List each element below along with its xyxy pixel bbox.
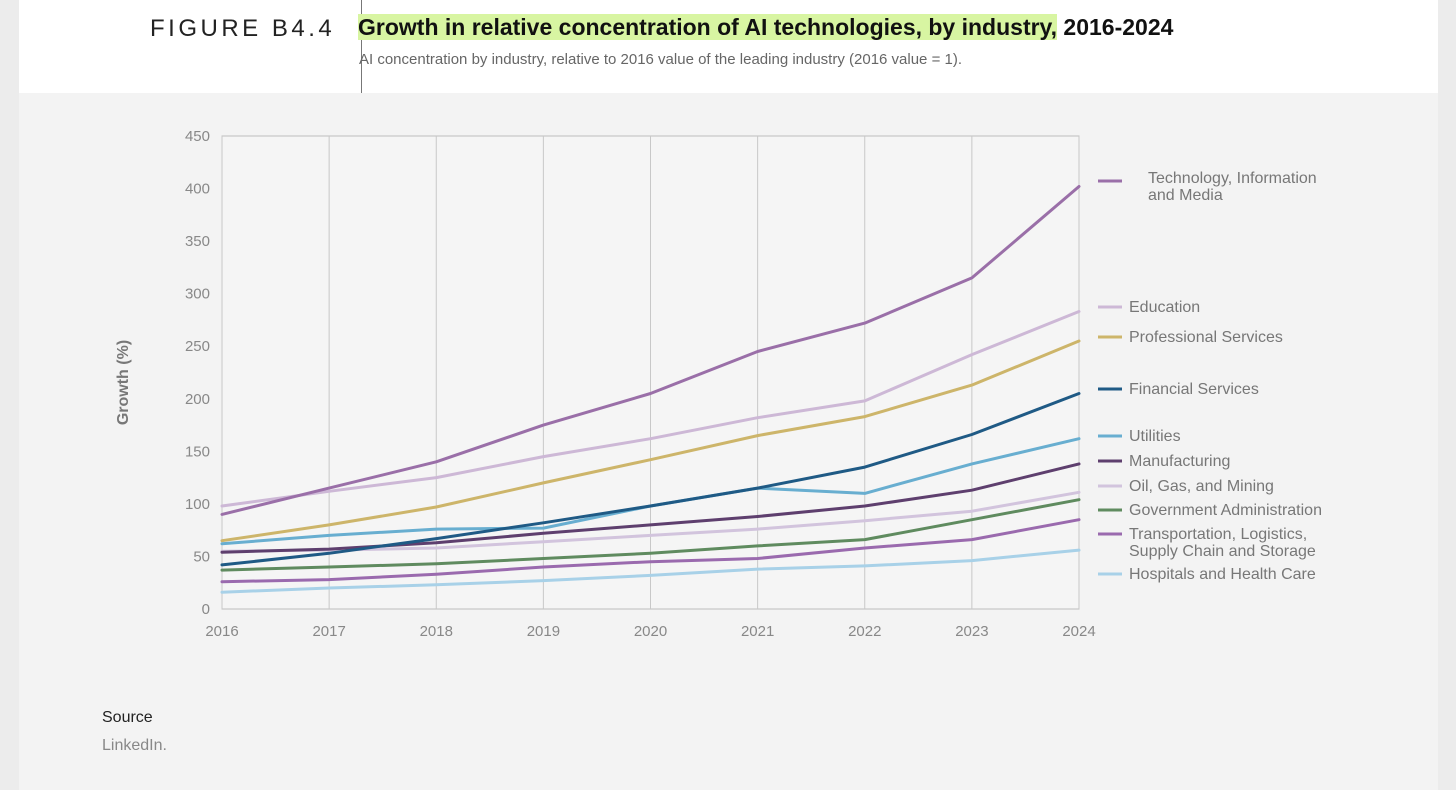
legend-label: Professional Services [1129, 329, 1283, 346]
x-tick-label: 2021 [741, 623, 774, 640]
legend-label: Oil, Gas, and Mining [1129, 478, 1274, 495]
x-tick-label: 2019 [527, 623, 560, 640]
legend-label: Transportation, Logistics, [1129, 526, 1307, 543]
series-line [220, 392, 1081, 567]
x-tick-label: 2018 [420, 623, 453, 640]
x-tick-label: 2017 [312, 623, 345, 640]
figure-label: FIGURE B4.4 [150, 15, 336, 42]
x-tick-label: 2016 [205, 623, 238, 640]
legend-label: Financial Services [1129, 381, 1259, 398]
x-tick-label: 2024 [1062, 623, 1095, 640]
series-line [220, 185, 1081, 516]
y-tick-label: 250 [185, 338, 210, 355]
y-tick-label: 200 [185, 391, 210, 408]
series-line [220, 548, 1081, 594]
x-tick-label: 2022 [848, 623, 881, 640]
y-tick-label: 450 [185, 128, 210, 145]
page-left-margin [0, 0, 19, 790]
legend-label: Education [1129, 299, 1200, 316]
y-tick-label: 350 [185, 233, 210, 250]
y-tick-label: 300 [185, 286, 210, 303]
series-line [220, 339, 1081, 543]
chart-title-years: 2016-2024 [1057, 14, 1174, 40]
y-tick-label: 0 [202, 601, 210, 618]
chart-title: Growth in relative concentration of AI t… [358, 14, 1173, 41]
y-tick-label: 150 [185, 443, 210, 460]
source-label: Source [102, 709, 153, 726]
series-line [220, 310, 1081, 508]
legend-label: and Media [1148, 187, 1223, 204]
chart-title-highlighted: Growth in relative concentration of AI t… [358, 14, 1058, 40]
page-right-margin [1438, 0, 1456, 790]
line-chart: 2016 2017 2018 2019 2020 2021 2022 2023 2024 0 50 1… [115, 128, 1322, 640]
legend-label: Hospitals and Health Care [1129, 566, 1316, 583]
legend-label: Supply Chain and Storage [1129, 543, 1316, 560]
series-line [220, 498, 1081, 572]
y-tick-label: 400 [185, 181, 210, 198]
header-divider [361, 0, 362, 93]
legend-label: Government Administration [1129, 502, 1322, 519]
x-tick-label: 2020 [634, 623, 667, 640]
y-axis-label: Growth (%) [115, 340, 132, 425]
source-text: LinkedIn. [102, 737, 167, 754]
legend-label: Manufacturing [1129, 453, 1230, 470]
series-line [220, 518, 1081, 584]
x-tick-label: 2023 [955, 623, 988, 640]
legend-label: Technology, Information [1148, 170, 1317, 187]
chart-subtitle: AI concentration by industry, relative t… [359, 51, 963, 68]
legend-label: Utilities [1129, 428, 1181, 445]
y-tick-label: 50 [193, 548, 210, 565]
y-tick-label: 100 [185, 496, 210, 513]
